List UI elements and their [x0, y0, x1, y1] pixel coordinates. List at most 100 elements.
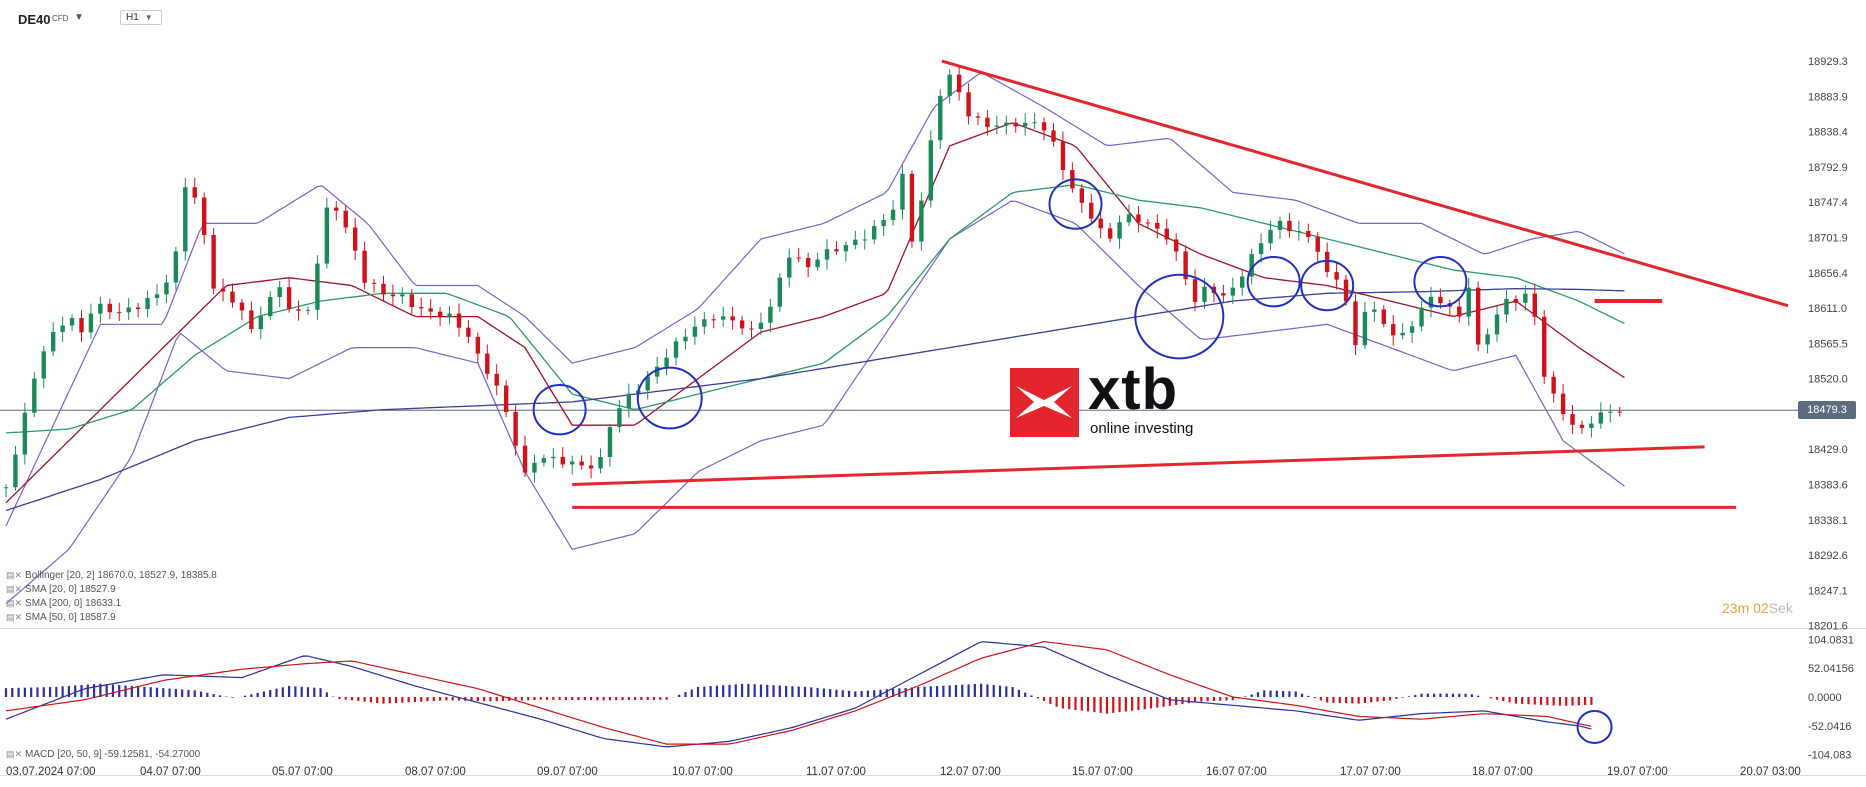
candle [1532, 283, 1537, 326]
macd-tick-label: 104.0831 [1808, 634, 1854, 646]
candle [50, 322, 56, 357]
price-tick-label: 18792.9 [1808, 162, 1848, 174]
candle-body [1155, 222, 1160, 229]
candle [881, 213, 886, 236]
candle-body [900, 173, 905, 210]
candle [664, 348, 669, 376]
settings-close-icon[interactable]: ▤✕ [6, 612, 23, 622]
time-tick-label: 18.07 07:00 [1472, 766, 1533, 778]
time-tick-label: 11.07 07:00 [806, 766, 866, 778]
time-tick-label: 03.07.2024 07:00 [6, 766, 96, 778]
bollinger-lower [5, 200, 1625, 605]
candle [1277, 216, 1283, 239]
settings-close-icon[interactable]: ▤✕ [6, 584, 23, 594]
candle [1579, 420, 1585, 434]
candle [1447, 299, 1453, 317]
xtb-logo-mark [1010, 368, 1079, 437]
candle [1268, 220, 1273, 251]
candle [258, 306, 263, 340]
price-tick-label: 18747.4 [1808, 197, 1848, 209]
candle-body [13, 454, 18, 488]
candle-body [1240, 276, 1245, 288]
candle-body [135, 307, 141, 310]
candle-body [1542, 316, 1547, 377]
macd-line [5, 641, 1592, 748]
candle [1032, 112, 1037, 129]
candle [513, 405, 518, 456]
candle [919, 192, 924, 251]
settings-close-icon[interactable]: ▤✕ [6, 598, 23, 608]
candle [1164, 218, 1169, 245]
legend-bollinger[interactable]: ▤✕ Bollinger [20, 2] 18670.0, 18527.9, 18… [6, 570, 217, 581]
settings-close-icon[interactable]: ▤✕ [6, 749, 23, 759]
xtb-logo-word: xtb [1088, 357, 1178, 422]
candle [994, 115, 1000, 134]
candle [173, 247, 179, 290]
candle [1343, 274, 1349, 306]
legend-macd[interactable]: ▤✕ MACD [20, 50, 9] -59.12581, -54.27000 [6, 749, 200, 760]
candle-body [645, 376, 650, 391]
candle [409, 289, 414, 316]
macd-tick-label: -52.0416 [1808, 721, 1851, 733]
candle-body [1136, 214, 1141, 223]
time-tick-label: 20.07 03:00 [1740, 766, 1801, 778]
highlight-circle [636, 366, 703, 430]
settings-close-icon[interactable]: ▤✕ [6, 570, 23, 580]
candle-body [654, 366, 660, 377]
candle-body [1173, 239, 1179, 252]
candle-body [485, 353, 490, 374]
candle-body [1324, 251, 1330, 273]
candle-body [437, 311, 443, 318]
highlight-circle [1413, 255, 1468, 308]
candle [1183, 245, 1188, 286]
time-tick-label: 16.07 07:00 [1206, 766, 1267, 778]
candle [758, 312, 764, 335]
candle [324, 197, 330, 269]
candle-body [947, 74, 952, 96]
legend-sma20[interactable]: ▤✕ SMA [20, 0] 18527.9 [6, 584, 116, 595]
candle-body [938, 95, 943, 141]
time-tick-label: 15.07 07:00 [1072, 766, 1133, 778]
candle [98, 296, 103, 323]
candle [938, 89, 943, 150]
candle-body [985, 117, 990, 127]
candle-body [541, 458, 547, 463]
candle [183, 177, 188, 261]
candle [702, 312, 707, 335]
candle-body [1145, 222, 1151, 224]
candle [787, 248, 792, 288]
candle [1560, 383, 1566, 421]
chevron-down-icon[interactable]: ▼ [74, 12, 84, 23]
time-tick-label: 17.07 07:00 [1340, 766, 1401, 778]
candle [362, 241, 367, 290]
candle-body [966, 92, 971, 117]
candle [532, 454, 537, 483]
candle [447, 306, 452, 325]
candle [41, 345, 46, 389]
legend-sma50[interactable]: ▤✕ SMA [50, 0] 18587.9 [6, 612, 116, 623]
candle [853, 230, 858, 250]
candle-body [258, 316, 263, 330]
candle [1608, 404, 1613, 423]
xtb-logo: xtb online investing [1010, 357, 1193, 438]
candle [1334, 262, 1339, 290]
timeframe-selector[interactable]: H1 ▼ [120, 10, 162, 25]
candle [890, 199, 896, 226]
price-tick-label: 18520.0 [1808, 374, 1848, 386]
countdown-s-unit: Sek [1768, 600, 1793, 616]
time-tick-label: 09.07 07:00 [537, 766, 598, 778]
candle-body [220, 288, 226, 292]
candle-body [343, 210, 348, 228]
candle [305, 306, 311, 315]
legend-sma200[interactable]: ▤✕ SMA [200, 0] 18633.1 [6, 598, 121, 609]
candle-body [1022, 122, 1028, 127]
candle-body [1579, 424, 1585, 428]
candle-body [673, 341, 679, 358]
candle [843, 241, 849, 262]
candle-body [626, 393, 632, 409]
symbol-selector[interactable]: DE40 [18, 12, 51, 27]
candle [626, 383, 632, 418]
candle-body [702, 319, 707, 327]
candle-body [1230, 287, 1235, 296]
grid [0, 409, 1866, 776]
